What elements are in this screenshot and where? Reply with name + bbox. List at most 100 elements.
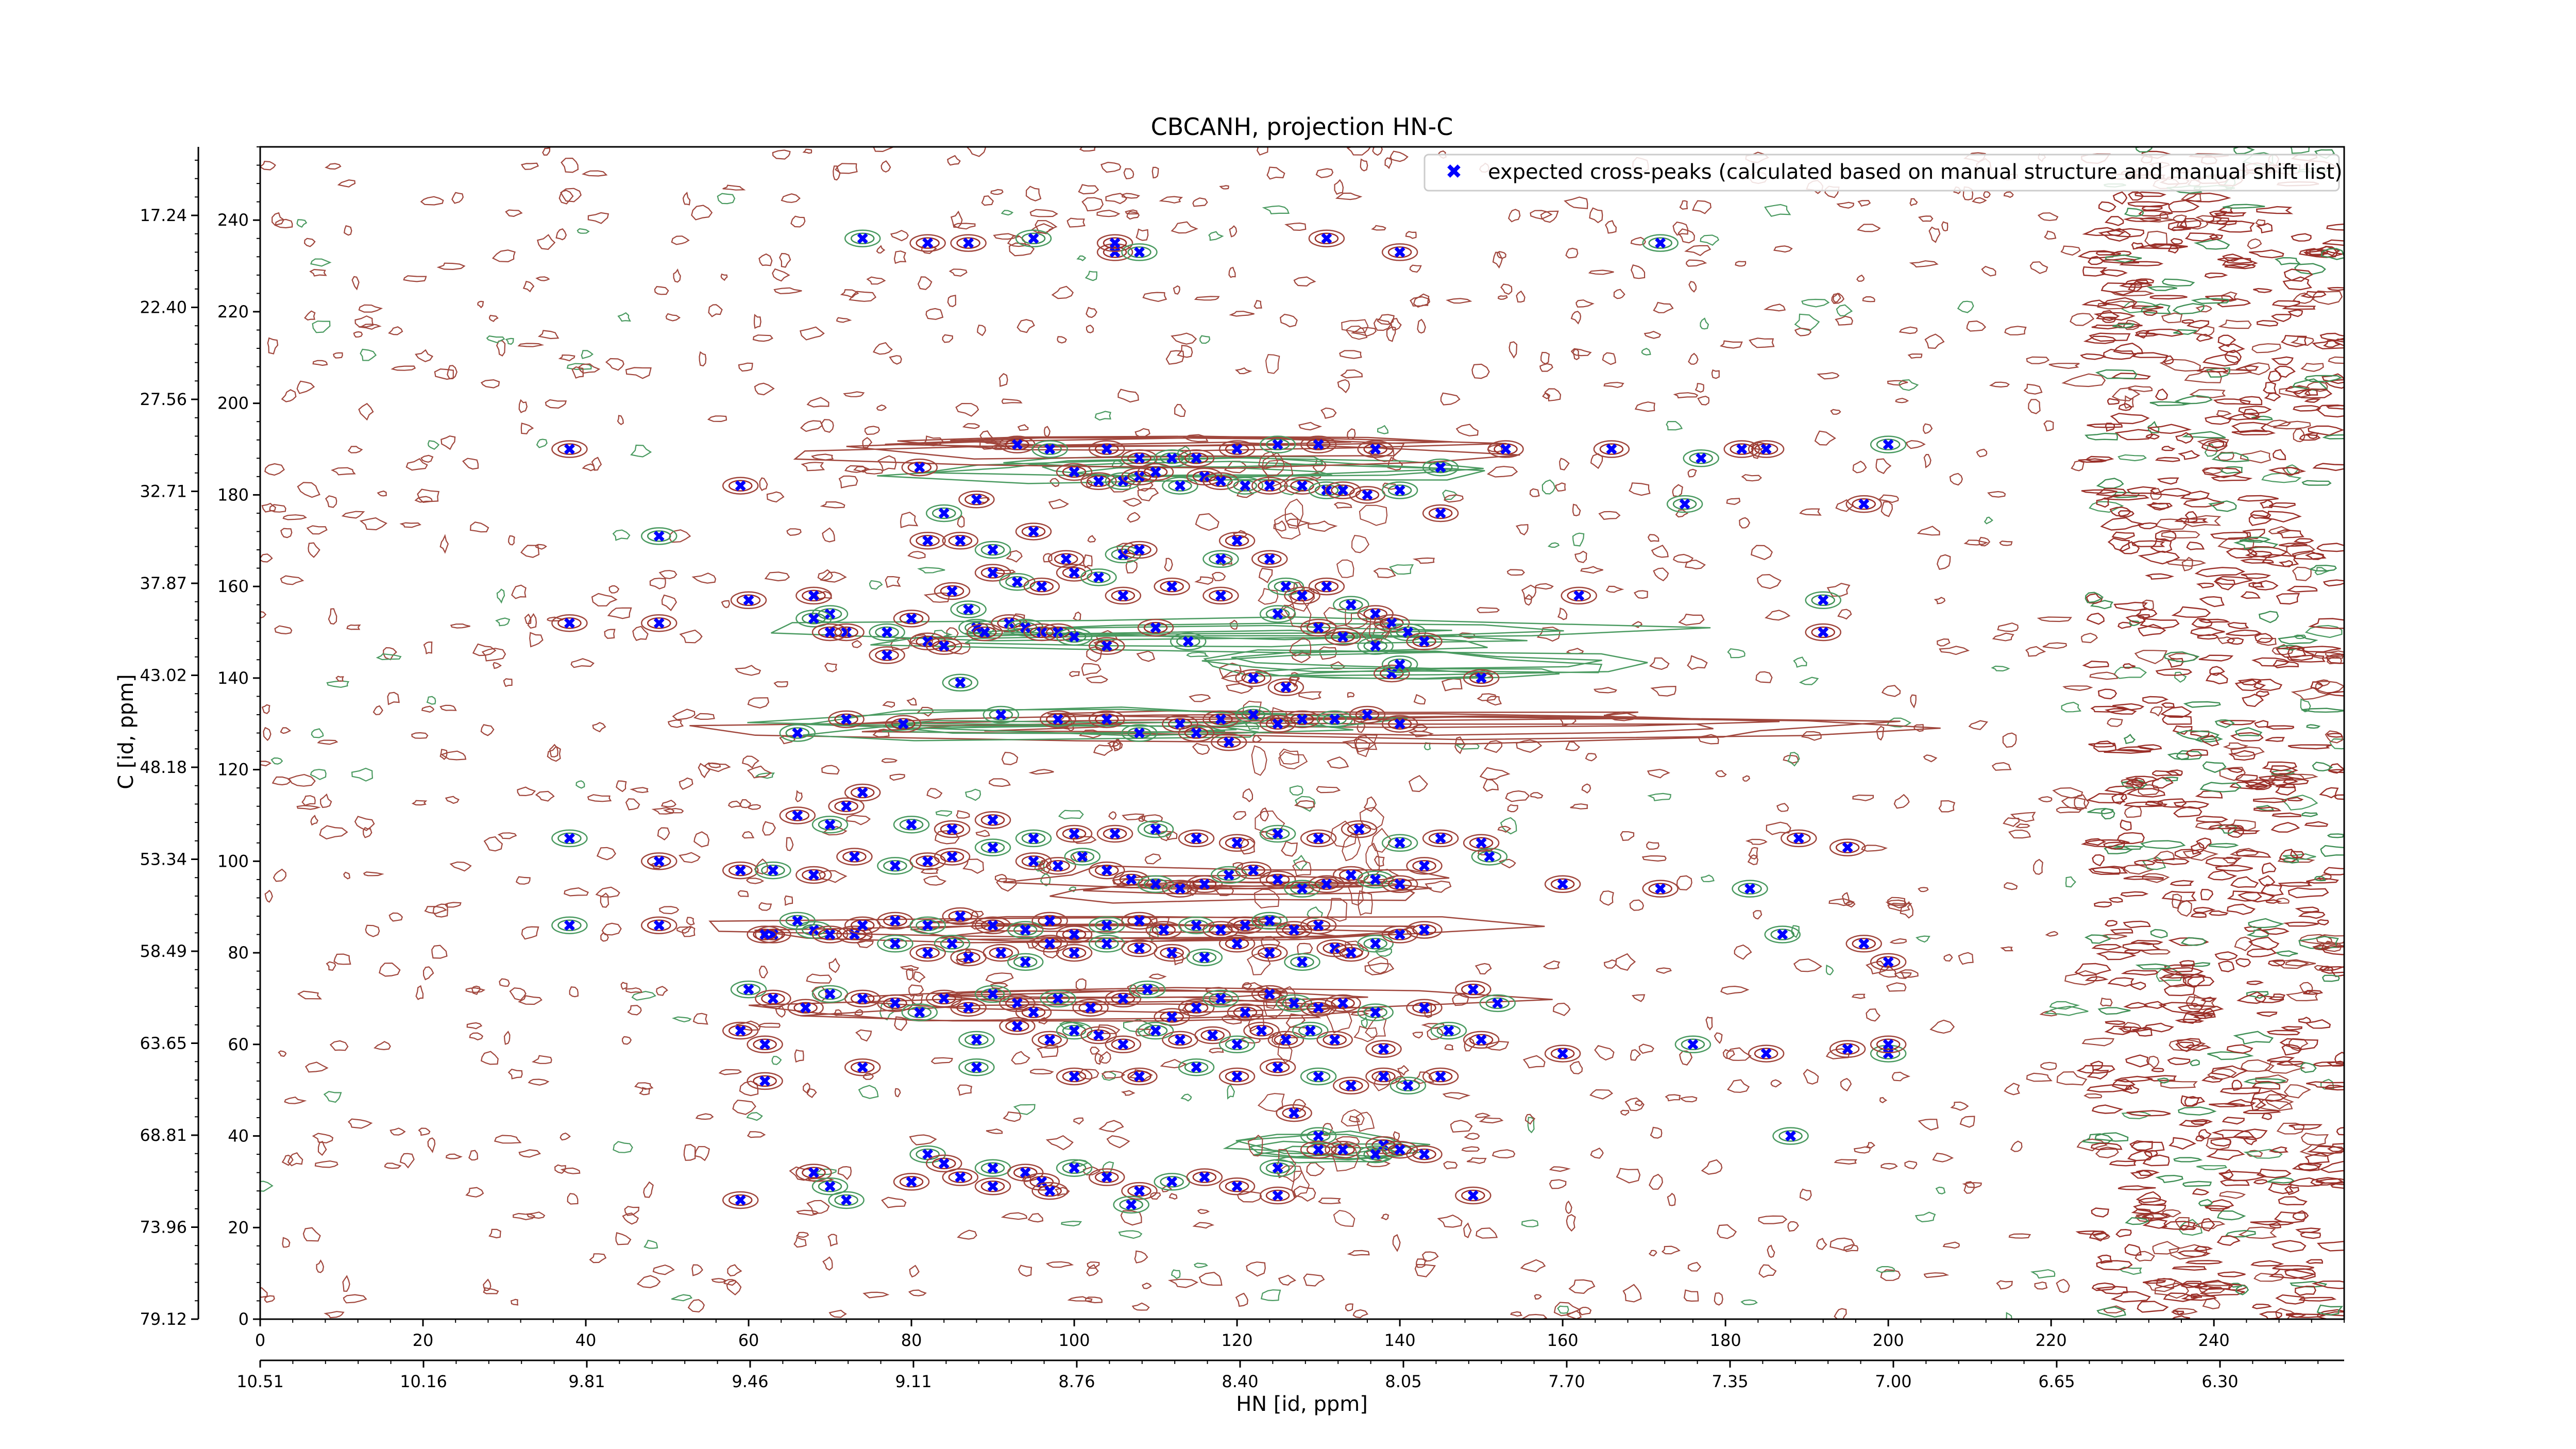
peak-contour xyxy=(1265,828,1290,840)
noise-contour xyxy=(1090,1047,1100,1055)
noise-contour xyxy=(2175,1217,2190,1230)
noise-contour xyxy=(2004,882,2018,890)
noise-contour xyxy=(1219,185,1229,190)
cross-peak-marker xyxy=(1378,1071,1389,1082)
noise-contour xyxy=(817,569,833,581)
cross-peak-marker xyxy=(946,585,958,597)
peak-contour xyxy=(1325,994,1361,1013)
noise-contour xyxy=(312,321,331,333)
cross-peak-marker xyxy=(1402,627,1414,638)
edge-contour xyxy=(2122,1084,2140,1094)
edge-contour xyxy=(2326,1060,2344,1067)
cross-peak-marker xyxy=(1036,627,1047,638)
noise-contour xyxy=(1408,774,1428,793)
edge-contour xyxy=(2090,705,2129,713)
edge-contour xyxy=(2265,899,2282,904)
noise-contour xyxy=(319,793,332,808)
cross-peak-marker xyxy=(792,810,803,821)
edge-contour xyxy=(2140,840,2186,849)
edge-contour xyxy=(2248,918,2284,929)
noise-contour xyxy=(2139,949,2171,955)
edge-contour xyxy=(2091,1207,2109,1218)
peak-contour xyxy=(1143,823,1168,835)
peak-contour xyxy=(1121,912,1158,930)
noise-contour xyxy=(1590,1148,1604,1159)
edge-contour xyxy=(2240,591,2261,599)
edge-contour xyxy=(2293,538,2314,544)
noise-contour xyxy=(582,463,596,471)
noise-contour xyxy=(496,588,505,604)
edge-contour xyxy=(2219,1179,2250,1187)
noise-contour xyxy=(1279,313,1298,328)
noise-contour xyxy=(636,1275,661,1288)
cross-peak-marker xyxy=(1028,1007,1039,1018)
peak-streak-contour xyxy=(866,987,1553,1014)
cross-peak-marker xyxy=(1484,851,1495,862)
noise-contour xyxy=(1348,1115,1360,1123)
noise-contour xyxy=(1653,301,1674,313)
cross-peak-marker xyxy=(1289,1107,1300,1119)
peak-contour xyxy=(980,1181,1005,1192)
cross-peak-marker xyxy=(857,233,868,244)
noise-contour xyxy=(492,249,516,263)
noise-contour xyxy=(754,382,775,396)
noise-contour xyxy=(296,805,321,810)
edge-contour xyxy=(2201,439,2228,452)
edge-contour xyxy=(2211,1065,2249,1079)
noise-contour xyxy=(411,732,429,739)
cross-peak-marker xyxy=(792,728,803,738)
peak-contour xyxy=(1121,724,1158,742)
noise-contour xyxy=(1881,685,1901,697)
peak-contour xyxy=(1062,947,1087,959)
edge-contour xyxy=(2198,1199,2213,1206)
noise-contour xyxy=(264,463,285,476)
noise-contour xyxy=(852,639,862,648)
peak-contour xyxy=(1259,1186,1296,1205)
noise-contour xyxy=(358,304,383,313)
noise-contour xyxy=(499,978,510,987)
cross-peak-marker xyxy=(849,851,860,862)
noise-contour xyxy=(781,193,801,203)
noise-contour xyxy=(923,592,950,603)
peak-contour xyxy=(891,718,916,730)
noise-contour xyxy=(260,761,272,767)
peak-contour xyxy=(1339,1080,1363,1092)
noise-contour xyxy=(1260,1289,1281,1302)
noise-contour xyxy=(2010,812,2036,822)
cross-peak-markers xyxy=(551,229,1907,1214)
edge-contour xyxy=(2214,719,2235,728)
peak-contour xyxy=(1168,480,1192,492)
edge-contour xyxy=(2298,1016,2311,1024)
edge-contour xyxy=(2172,302,2205,315)
edge-contour xyxy=(2240,558,2274,564)
cross-peak-marker xyxy=(1313,1002,1324,1014)
peak-contour xyxy=(1306,439,1331,450)
peak-contour xyxy=(1274,1034,1298,1046)
noise-contour xyxy=(2110,291,2155,296)
noise-contour xyxy=(1541,479,1556,495)
noise-contour xyxy=(772,149,791,160)
cross-peak-marker xyxy=(1858,938,1870,949)
cross-peak-marker xyxy=(1053,627,1063,638)
peak-contour xyxy=(1105,989,1142,1008)
cross-peak-marker xyxy=(1109,246,1121,258)
cross-peak-marker xyxy=(1500,444,1511,454)
cross-peak-marker xyxy=(1370,1007,1381,1018)
peak-contour xyxy=(982,705,1020,724)
noise-contour xyxy=(420,196,444,206)
edge-contour xyxy=(2298,911,2326,919)
noise-contour xyxy=(1934,597,1946,604)
peak-contour xyxy=(1284,953,1320,971)
peak-contour xyxy=(1422,829,1459,848)
peak-contour xyxy=(909,1145,946,1164)
noise-contour xyxy=(1887,902,1912,912)
noise-contour xyxy=(2095,1147,2119,1158)
peak-contour xyxy=(1170,632,1207,651)
noise-contour xyxy=(1307,520,1338,532)
edge-contour xyxy=(2167,1057,2191,1066)
noise-contour xyxy=(947,155,961,166)
noise-contour xyxy=(387,692,400,705)
cross-peak-marker xyxy=(1337,485,1348,496)
edge-contour xyxy=(2254,633,2274,644)
edge-contour xyxy=(2209,666,2225,676)
